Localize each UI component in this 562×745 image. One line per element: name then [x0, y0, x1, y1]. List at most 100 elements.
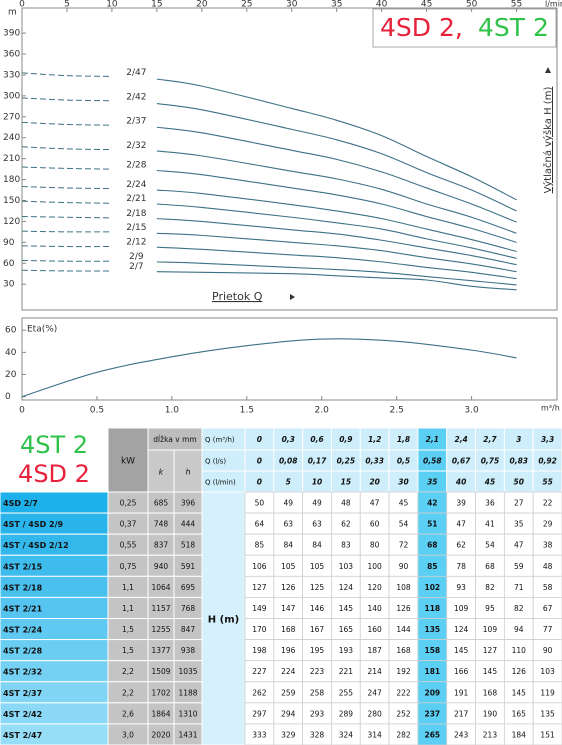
head-value: 105: [310, 562, 325, 571]
head-value: 93: [456, 583, 466, 592]
head-value: 184: [512, 730, 527, 739]
eta-label: Eta(%): [27, 325, 57, 335]
k: 748: [154, 520, 169, 529]
head-value: 126: [396, 604, 411, 613]
curve: [156, 261, 517, 286]
q-value: 0: [257, 478, 262, 487]
curve-dashed: [21, 230, 112, 233]
y-axis-label: Výtlačná výška H (m): [542, 87, 554, 194]
q-value: 3: [516, 435, 521, 444]
q-label: Q (l/s): [205, 458, 226, 466]
model: 4ST 2/18: [3, 583, 43, 592]
q-value: 0,67: [452, 457, 471, 466]
head-value: 328: [310, 730, 325, 739]
x-tick-label: 1.5: [240, 406, 254, 416]
head-value: 125: [310, 583, 325, 592]
curve-dashed: [21, 186, 112, 190]
curve: [156, 232, 517, 273]
curve-label: 2/7: [129, 262, 143, 272]
head-value: 63: [312, 520, 322, 529]
kw: 2,2: [122, 688, 134, 697]
h-header-bg: [173, 449, 203, 493]
head-value: 90: [543, 646, 553, 655]
eta-x-unit: m³/h: [541, 404, 560, 413]
head-value: 247: [368, 688, 383, 697]
h: 518: [181, 541, 196, 550]
curve: [156, 271, 517, 291]
curve: [156, 126, 517, 223]
head-value: 48: [341, 499, 351, 508]
head-value: 314: [368, 730, 383, 739]
head-value: 259: [281, 688, 296, 697]
head-value: 106: [252, 562, 267, 571]
k: 1157: [151, 604, 170, 613]
head-value: 124: [454, 625, 469, 634]
h: 1188: [178, 688, 197, 697]
head-value: 160: [368, 625, 383, 634]
title-box: [372, 8, 557, 48]
head-value: 126: [281, 583, 296, 592]
head-value: 48: [543, 562, 553, 571]
curve-dashed: [21, 166, 112, 170]
h: 444: [181, 520, 196, 529]
curve-label: 2/24: [126, 180, 146, 190]
head-value: 100: [368, 562, 383, 571]
k: 2020: [151, 730, 170, 739]
kw-header-bg: [107, 427, 149, 493]
y-tick-label: 240: [3, 133, 20, 143]
head-value: 289: [339, 709, 354, 718]
curve-label: 2/42: [126, 93, 146, 103]
x-tick-label: 25: [241, 0, 252, 10]
q-value: 0,17: [308, 457, 327, 466]
head-value: 49: [312, 499, 322, 508]
y-tick-label: 180: [3, 175, 20, 185]
head-value: 190: [483, 709, 498, 718]
q-value: 2,7: [483, 435, 497, 444]
head-value: 191: [454, 688, 469, 697]
kw: 2,2: [122, 667, 134, 676]
kw: 1,1: [122, 604, 134, 613]
head-value: 187: [368, 646, 383, 655]
kw: 0,25: [120, 499, 137, 508]
head-value: 103: [339, 562, 354, 571]
head-value: 49: [283, 499, 293, 508]
head-value: 262: [252, 688, 267, 697]
title-red: 4SD 2,: [380, 13, 463, 42]
h: 396: [181, 499, 196, 508]
head-value: 120: [368, 583, 383, 592]
head-value: 198: [252, 646, 267, 655]
head-value: 146: [310, 604, 325, 613]
head-value: 127: [252, 583, 267, 592]
head-value: 82: [485, 583, 495, 592]
head-value: 108: [396, 583, 411, 592]
h: 847: [181, 625, 196, 634]
y-tick-label: 300: [3, 91, 20, 101]
head-value: 47: [456, 520, 466, 529]
curve-dashed: [21, 245, 112, 248]
k: 1377: [151, 646, 170, 655]
curve-dashed: [21, 121, 112, 126]
q-value: 3,3: [541, 435, 554, 444]
head-value: 149: [252, 604, 267, 613]
curve-label: 2/12: [126, 237, 146, 247]
head-value: 80: [370, 541, 380, 550]
head-value: 227: [252, 667, 267, 676]
head-value: 196: [281, 646, 296, 655]
head-value: 42: [427, 499, 437, 508]
model: 4ST 2/37: [3, 689, 42, 698]
head-value: 67: [543, 604, 553, 613]
q-value: 40: [456, 478, 466, 487]
x-tick-label: 0.5: [90, 406, 104, 416]
kw: 0,55: [120, 541, 137, 550]
length-header: dĺžka v mm: [153, 435, 196, 444]
head-value: 94: [514, 625, 524, 634]
head-value: 147: [281, 604, 296, 613]
head-value: 214: [368, 667, 383, 676]
curve-label: 2/47: [126, 68, 146, 78]
arrow-right: [290, 294, 295, 300]
x-tick-label: 40: [376, 0, 388, 10]
head-value: 258: [310, 688, 325, 697]
y-tick-label: 40: [5, 348, 17, 358]
x-tick-label: 20: [196, 0, 208, 10]
